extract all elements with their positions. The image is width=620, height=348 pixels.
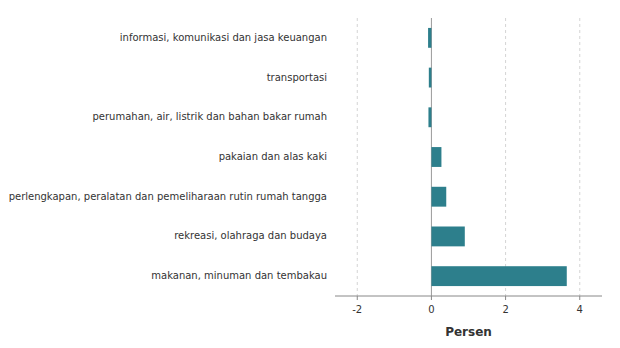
x-tick (357, 296, 358, 300)
bar (431, 147, 441, 167)
grid-line (357, 18, 358, 296)
bar (431, 187, 446, 207)
x-axis-label: Persen (445, 325, 492, 339)
x-tick-label: -2 (352, 304, 362, 315)
x-tick (579, 296, 580, 300)
grid-line (505, 18, 506, 296)
bar (431, 266, 566, 286)
grid-line (579, 18, 580, 296)
y-tick-label: rekreasi, olahraga dan budaya (174, 230, 327, 241)
bar (428, 107, 431, 127)
y-tick-label: informasi, komunikasi dan jasa keuangan (120, 32, 327, 43)
x-tick (505, 296, 506, 300)
chart: makanan, minuman dan tembakau rekreasi, o… (0, 0, 620, 348)
bar (429, 68, 432, 88)
x-tick (431, 296, 432, 300)
y-tick-label: transportasi (267, 72, 327, 83)
y-tick-label: perlengkapan, peralatan dan pemeliharaan… (9, 191, 327, 202)
x-tick-label: 2 (502, 304, 508, 315)
y-tick-label: perumahan, air, listrik dan bahan bakar … (92, 111, 327, 122)
x-tick-label: 0 (428, 304, 434, 315)
y-tick-label: makanan, minuman dan tembakau (151, 270, 327, 281)
bar (431, 227, 464, 247)
y-tick-label: pakaian dan alas kaki (219, 151, 327, 162)
y-tick-labels: makanan, minuman dan tembakau rekreasi, o… (9, 32, 327, 281)
grid (357, 18, 580, 296)
x-tick-labels: -2 0 2 4 (352, 296, 583, 315)
bars (428, 28, 567, 286)
bar (428, 28, 431, 48)
x-axis-line (335, 296, 602, 297)
x-tick-label: 4 (577, 304, 583, 315)
